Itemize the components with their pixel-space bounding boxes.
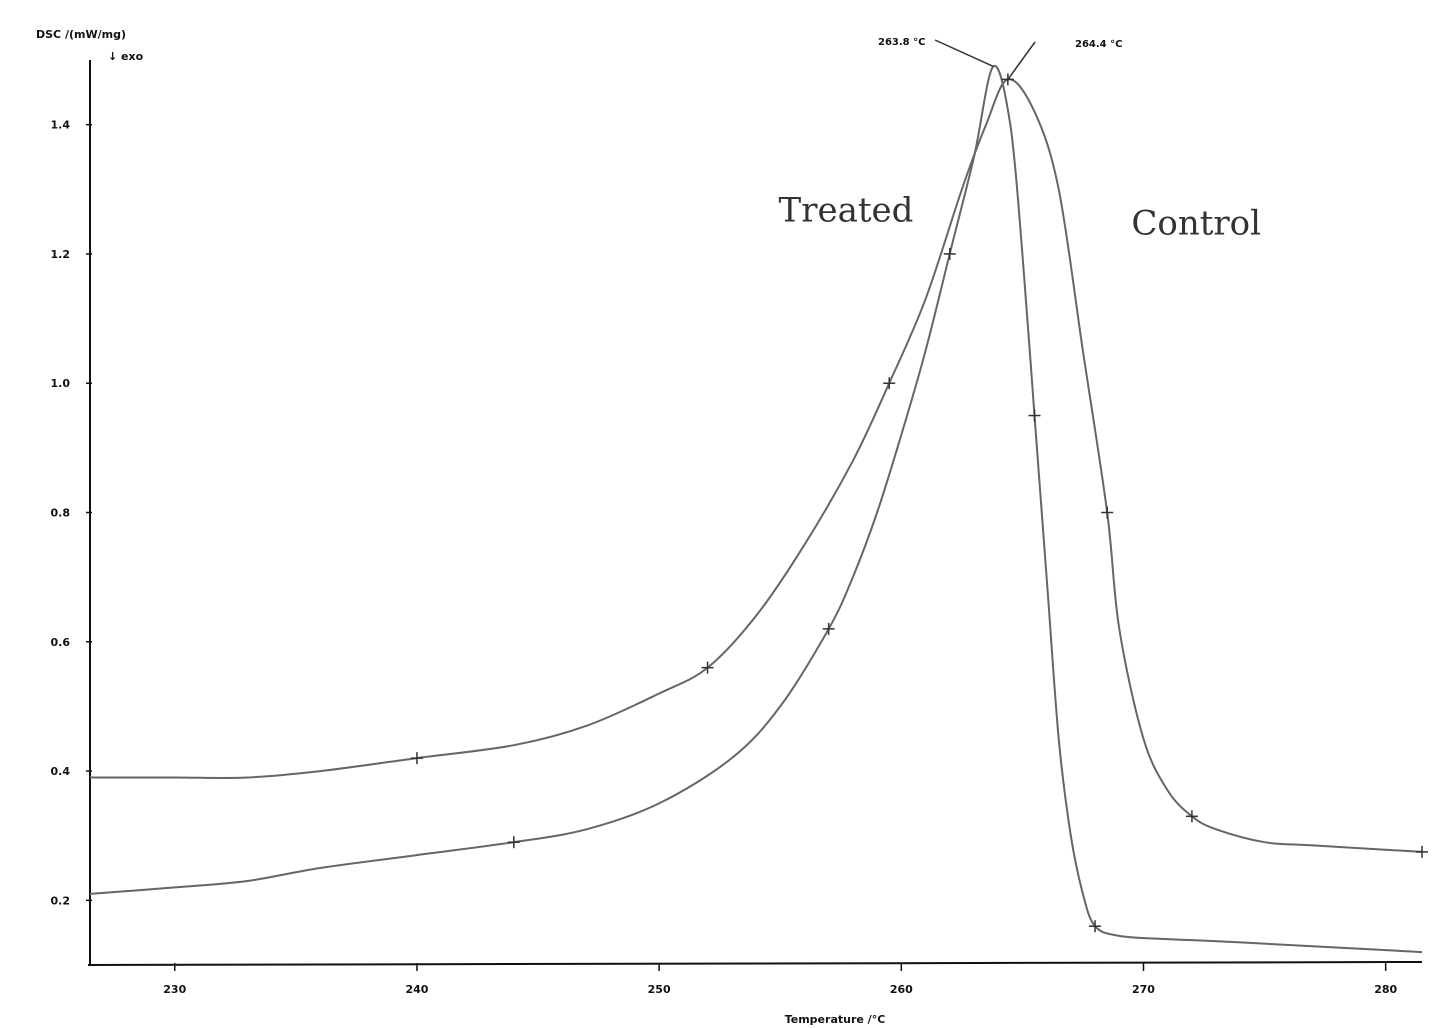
x-tick-label: 230 <box>163 983 186 996</box>
y-tick-label: 1.2 <box>51 248 71 261</box>
ticks-layer: 0.2 0.4 0.6 0.8 1.0 1.2 1.4 230 240 250 260 270 280 <box>51 119 1398 996</box>
y-tick-label: 0.4 <box>51 765 71 778</box>
y-axis-title-exo: ↓ exo <box>108 50 144 63</box>
curves-layer <box>89 65 1428 954</box>
x-tick-label: 260 <box>890 983 913 996</box>
x-tick-label: 250 <box>648 983 671 996</box>
x-axis-line <box>87 961 1423 966</box>
y-axis-title: DSC /(mW/mg) <box>36 28 126 41</box>
series-line-treated <box>89 65 1423 954</box>
y-tick-label: 0.2 <box>51 894 71 907</box>
y-tick-label: 0.6 <box>51 636 71 649</box>
series-line-control <box>90 78 1423 853</box>
series-label-control: Control <box>1131 204 1261 244</box>
y-tick-label: 0.8 <box>51 507 71 520</box>
peak-label-control: 264.4 °C <box>1075 39 1122 50</box>
x-axis-title: Temperature /°C <box>785 1013 886 1026</box>
y-tick-label: 1.4 <box>51 119 71 132</box>
annotations-layer: DSC /(mW/mg) ↓ exo Temperature /°C 263.8… <box>36 28 1261 1026</box>
peak-leader-control <box>1007 41 1036 80</box>
peak-leader-treated <box>934 39 994 68</box>
x-tick-label: 280 <box>1374 983 1397 996</box>
peak-label-treated: 263.8 °C <box>878 37 925 48</box>
y-tick-label: 1.0 <box>51 377 71 390</box>
x-tick-label: 240 <box>405 983 428 996</box>
x-tick-label: 270 <box>1132 983 1155 996</box>
axes-layer <box>87 60 1423 966</box>
series-label-treated: Treated <box>779 191 914 231</box>
